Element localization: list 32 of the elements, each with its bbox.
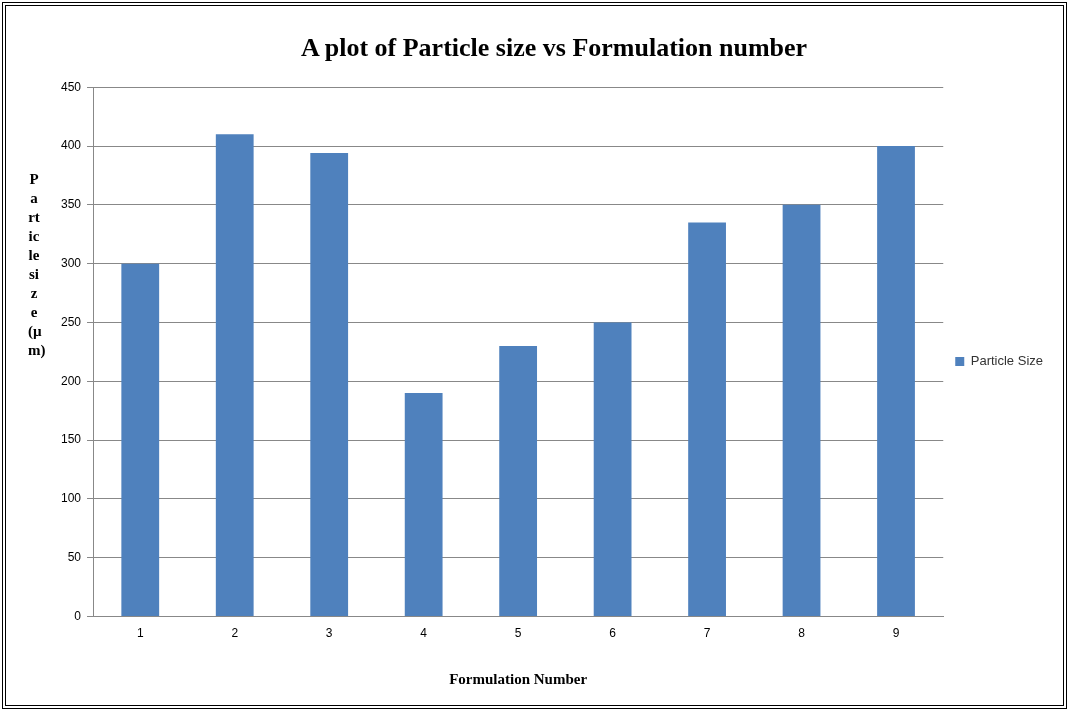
y-tick-label: 200	[60, 373, 82, 388]
y-tick-label: 250	[60, 314, 82, 329]
x-tick-label: 7	[703, 626, 711, 641]
chart-title: A plot of Particle size vs Formulation number	[300, 33, 808, 63]
bar	[215, 134, 254, 617]
legend-label: Particle Size	[970, 353, 1043, 369]
x-axis-title: Formulation Number	[449, 670, 588, 687]
x-tick-label: 6	[609, 626, 617, 641]
y-tick-label: 450	[60, 79, 82, 94]
x-tick-label: 2	[231, 626, 239, 641]
bar	[310, 153, 349, 617]
bar	[404, 393, 443, 617]
y-tick-label: 400	[60, 138, 82, 153]
bar	[877, 146, 915, 617]
x-tick-label: 5	[514, 626, 522, 641]
x-tick-label: 3	[325, 626, 333, 641]
bar	[121, 263, 160, 617]
y-tick-label: 50	[67, 550, 82, 565]
y-tick-label: 150	[60, 432, 82, 447]
y-tick-label: 100	[60, 491, 82, 506]
bar	[782, 204, 821, 617]
text: Particle size (µm)	[28, 171, 46, 358]
x-tick-label: 9	[892, 626, 900, 641]
bar	[593, 322, 632, 617]
x-tick-label: 1	[136, 626, 144, 641]
y-tick-label: 300	[60, 255, 82, 270]
y-tick-label: 350	[60, 197, 82, 212]
bar	[499, 346, 538, 617]
x-tick-label: 8	[798, 626, 806, 641]
bar	[688, 222, 726, 617]
y-tick-label: 0	[74, 608, 82, 623]
x-tick-label: 4	[420, 626, 428, 641]
